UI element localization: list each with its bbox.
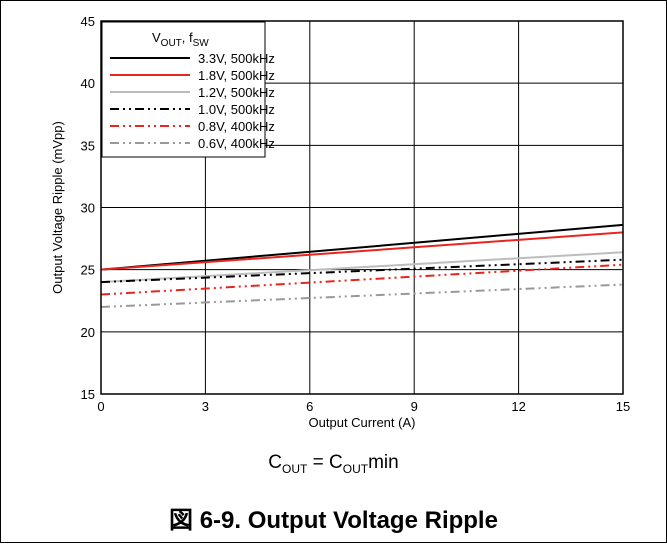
plot-border: [100, 20, 624, 395]
x-tick-label: 0: [97, 399, 104, 414]
y-tick-label: 45: [81, 14, 95, 29]
top-border: [0, 0, 667, 1]
y-tick-label: 35: [81, 138, 95, 153]
legend-box: [101, 21, 266, 158]
x-tick-label: 6: [306, 399, 313, 414]
x-tick-label: 12: [511, 399, 525, 414]
x-axis-label: Output Current (A): [309, 415, 416, 430]
condition-label: COUT = COUTmin: [268, 452, 399, 476]
series-line: [100, 223, 624, 271]
legend-entry: 1.0V, 500kHz: [198, 102, 275, 117]
legend-entry: 1.8V, 500kHz: [198, 68, 275, 83]
legend-title: VOUT, fSW: [152, 30, 209, 49]
series-line: [100, 231, 624, 271]
legend-entry: 0.6V, 400kHz: [198, 136, 275, 151]
legend-entry: 0.8V, 400kHz: [198, 119, 275, 134]
x-tick-label: 15: [616, 399, 630, 414]
y-tick-label: 40: [81, 76, 95, 91]
ripple-chart: 0 3 6 9 12 15 15 20 25 30 35 40 45 Output Current (A)…: [50, 14, 630, 430]
y-axis-label: Output Voltage Ripple (mVpp): [50, 121, 65, 294]
x-tick-label: 9: [411, 399, 418, 414]
legend-entry: 1.2V, 500kHz: [198, 85, 275, 100]
figure-caption: 図 6-9. Output Voltage Ripple: [169, 507, 498, 534]
y-tick-label: 30: [81, 201, 95, 216]
legend-entry: 3.3V, 500kHz: [198, 51, 275, 66]
y-tick-label: 25: [81, 263, 95, 278]
y-tick-label: 15: [81, 387, 95, 402]
x-tick-label: 3: [202, 399, 209, 414]
series-line: [100, 251, 624, 284]
y-tick-label: 20: [81, 325, 95, 340]
